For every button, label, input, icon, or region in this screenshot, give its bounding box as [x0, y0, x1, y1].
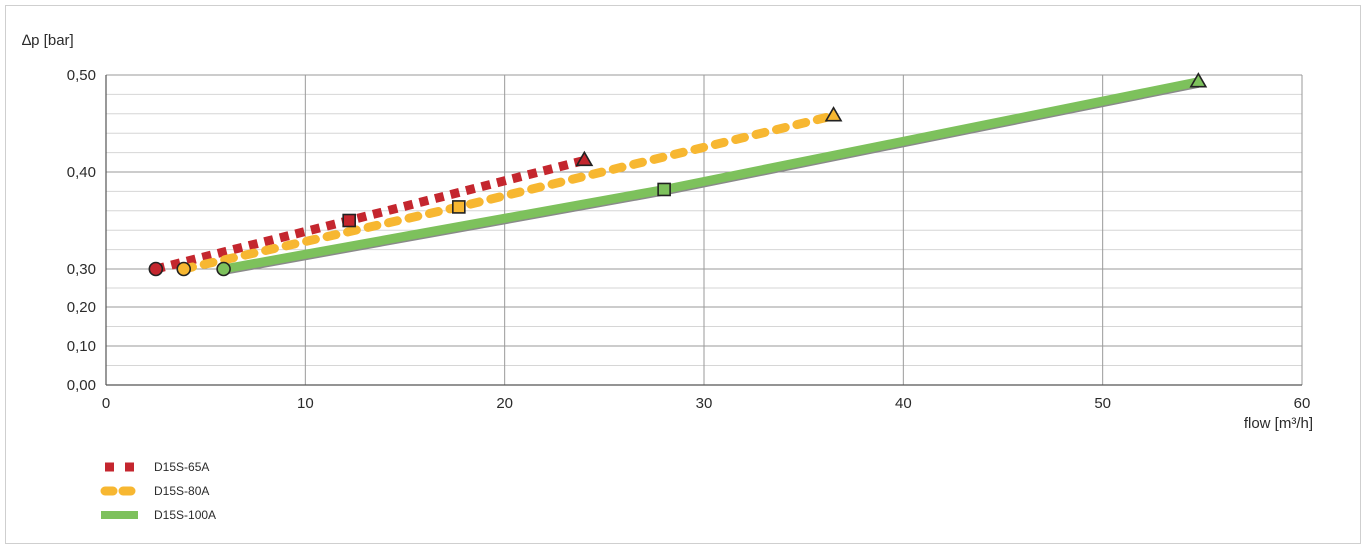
marker-square — [342, 213, 356, 228]
marker-triangle — [824, 106, 843, 122]
x-tick-label: 60 — [1294, 395, 1311, 412]
y-tick-label: 0,50 — [67, 67, 96, 84]
marker-square — [452, 200, 466, 214]
y-axis-title: ∆p [bar] — [22, 32, 74, 49]
x-tick-labels: 0 10 20 30 40 50 60 — [102, 395, 1311, 412]
legend-label: D15S-80A — [154, 484, 209, 498]
marker-circle — [176, 261, 192, 277]
y-tick-label: 0,30 — [67, 261, 96, 278]
series-group — [148, 72, 1208, 277]
y-tick-label: 0,10 — [67, 338, 96, 355]
x-tick-label: 50 — [1094, 395, 1111, 412]
x-tick-label: 0 — [102, 395, 110, 412]
marker-square — [657, 182, 671, 197]
x-tick-label: 10 — [297, 395, 314, 412]
legend-item: D15S-100A — [101, 508, 216, 522]
grid — [105, 74, 1303, 386]
marker-triangle — [1189, 72, 1208, 88]
y-tick-label: 0,20 — [67, 299, 96, 316]
axes — [105, 75, 1302, 386]
legend-label: D15S-65A — [154, 460, 209, 474]
legend-label: D15S-100A — [154, 508, 216, 522]
legend-item: D15S-65A — [105, 460, 209, 474]
x-tick-label: 40 — [895, 395, 912, 412]
series-line-d15s-100a — [222, 77, 1200, 274]
legend-item: D15S-80A — [100, 484, 209, 498]
y-tick-labels: 0,00 0,10 0,20 0,30 0,40 0,50 — [67, 67, 96, 394]
marker-circle — [216, 261, 231, 277]
marker-triangle — [575, 150, 594, 167]
x-tick-label: 30 — [696, 395, 713, 412]
y-tick-label: 0,00 — [67, 377, 96, 394]
y-tick-label: 0,40 — [67, 164, 96, 181]
series-line-d15s-80a — [179, 111, 839, 274]
legend: D15S-65A D15S-80A D15S-100A — [100, 460, 216, 522]
x-axis-title: flow [m³/h] — [1244, 415, 1313, 432]
marker-circle — [148, 261, 164, 277]
x-tick-label: 20 — [496, 395, 513, 412]
